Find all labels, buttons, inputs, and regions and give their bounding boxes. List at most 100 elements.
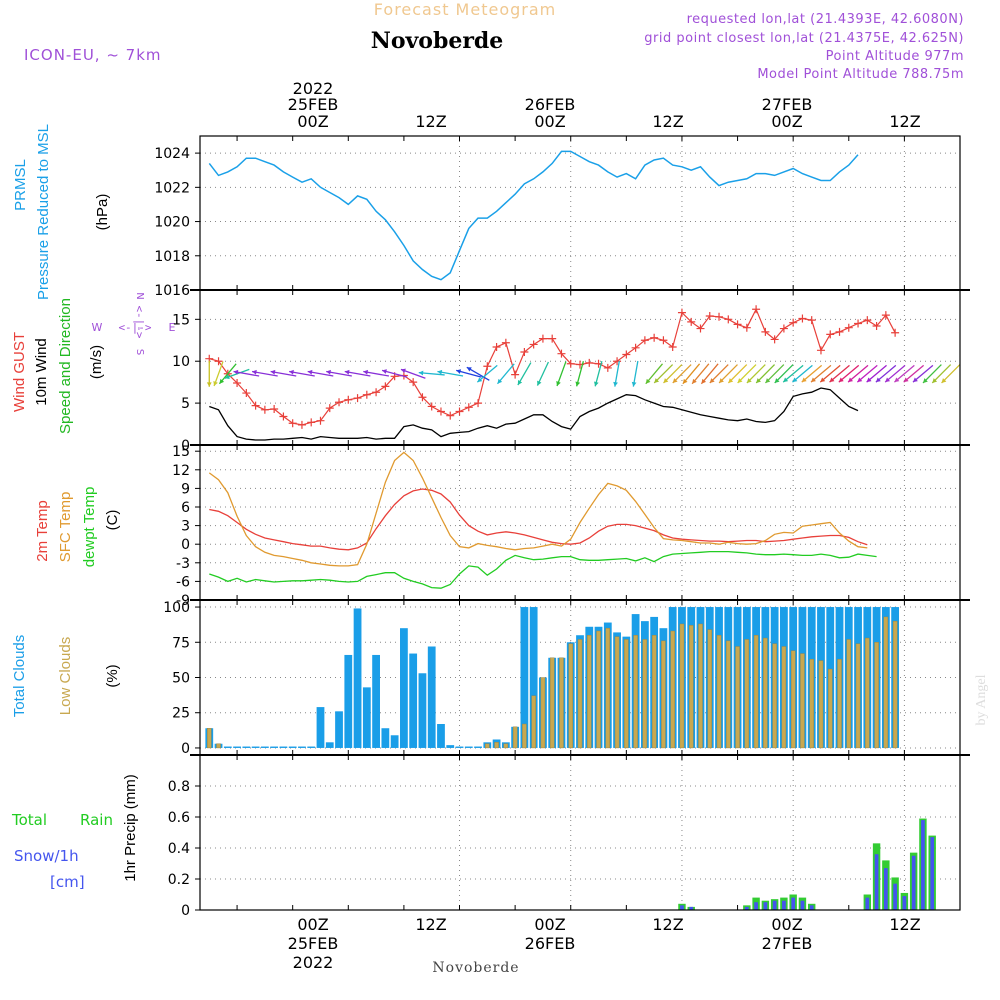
wind-arrow	[718, 364, 738, 384]
model-altitude: Model Point Altitude 788.75m	[757, 67, 964, 82]
gust-marker	[381, 382, 390, 391]
wind-arrow	[810, 364, 832, 383]
low-cloud-bar	[531, 695, 536, 749]
total-cloud-bar	[223, 746, 232, 748]
total-cloud-bar	[427, 646, 436, 748]
total-cloud-bar	[390, 735, 399, 748]
wind-arrow-head	[719, 378, 724, 383]
wind-arrow-head	[206, 382, 212, 387]
wind-arrow	[400, 368, 426, 379]
clouds-plot	[205, 607, 900, 749]
wind-arrow-head	[363, 369, 369, 375]
low-cloud-bar	[688, 625, 694, 749]
gust-marker	[668, 342, 677, 351]
wind-arrow-head	[692, 378, 697, 384]
low-cloud-bar	[735, 646, 740, 749]
low-cloud-bar	[772, 643, 777, 749]
gust-marker	[752, 305, 761, 314]
page-title: Novoberde	[371, 28, 504, 54]
wind-arrow	[363, 369, 390, 377]
gust-marker	[446, 411, 455, 420]
wind-arrow-head	[654, 378, 660, 383]
gust-marker	[677, 308, 686, 317]
gust-marker	[826, 330, 835, 339]
snow-bar	[809, 905, 814, 910]
low-cloud-bar	[577, 639, 583, 749]
gust-marker	[335, 398, 344, 407]
wind-arrow	[682, 363, 701, 385]
temperature-ytick-label-1: -6	[176, 574, 190, 590]
low-cloud-bar	[716, 635, 722, 749]
compass-cross-v: <-|->	[133, 305, 146, 338]
bottom-tick-1: 00Z	[297, 915, 328, 934]
snow-bar	[744, 906, 749, 910]
total-cloud-bar	[288, 746, 297, 748]
wind-plot	[205, 305, 960, 441]
low-cloud-bar	[846, 639, 852, 749]
wind-arrow	[496, 363, 515, 385]
gust-marker	[260, 405, 269, 414]
gust-marker	[566, 359, 575, 368]
total-cloud-bar	[307, 746, 316, 748]
wind-arrow	[709, 364, 729, 384]
low-cloud-bar	[642, 639, 648, 749]
wind-arrow-head	[885, 377, 891, 383]
wind-arrow-head	[456, 369, 462, 374]
wind-arrow	[903, 364, 925, 383]
temperature-ytick-label-2: -3	[176, 556, 190, 572]
wind-arrow	[556, 361, 567, 387]
wind-arrow-head	[663, 378, 669, 383]
wind-label-direction: Speed and Direction	[57, 298, 74, 434]
total-cloud-bar	[455, 746, 464, 748]
gust-marker	[270, 404, 279, 413]
panels-group: 1016 1018 1020 1022 1024 0 5 10 15 -9 -6 -3 0 3 6 9 12 15…	[154, 135, 970, 919]
low-cloud-bar	[633, 635, 638, 749]
total-cloud-bar	[298, 746, 306, 748]
precip-label-rain: Rain	[80, 811, 113, 829]
total-cloud-bar	[260, 746, 269, 748]
temperature-ytick-label-4: 3	[181, 519, 190, 535]
precip-ytick-label-4: 0.8	[168, 779, 190, 795]
wind-arrow-head	[224, 374, 230, 379]
wind-arrow	[289, 369, 315, 377]
temp-label-2m: 2m Temp	[34, 500, 51, 561]
wind-arrow	[792, 364, 813, 383]
gust-line	[209, 307, 896, 426]
wind-arrow	[691, 363, 710, 385]
wind-arrow-head	[307, 369, 313, 375]
low-cloud-bar	[670, 630, 675, 749]
wind-arrow-head	[941, 378, 947, 383]
snow-bar	[865, 897, 870, 910]
wind-arrow	[838, 364, 860, 383]
wind-arrow-head	[593, 381, 599, 387]
low-cloud-bar	[559, 657, 564, 749]
wind-arrow-head	[497, 378, 503, 384]
low-cloud-bar	[679, 623, 685, 749]
wind-arrow-head	[801, 377, 807, 383]
gust-marker	[835, 327, 844, 336]
gust-marker	[427, 402, 436, 411]
top-tick-2: 12Z	[415, 112, 446, 131]
wind-arrow	[536, 361, 550, 386]
low-cloud-bar	[651, 635, 657, 749]
wind-arrow	[456, 369, 482, 378]
low-cloud-bar	[614, 636, 620, 749]
wind-arrow	[884, 364, 906, 383]
precip-frame	[199, 754, 961, 911]
total-cloud-bar	[446, 745, 455, 748]
low-cloud-bar	[781, 646, 787, 749]
gust-marker	[242, 389, 251, 398]
wind-arrow-head	[820, 377, 826, 383]
low-cloud-bar	[837, 658, 842, 749]
snow-bar	[902, 896, 907, 910]
wind-arrow	[381, 369, 408, 378]
wind-arrow	[593, 361, 603, 387]
pressure-ytick-label-2: 1020	[154, 215, 190, 231]
wind-arrow	[737, 364, 757, 384]
wind-label-gust: Wind GUST	[11, 332, 28, 412]
wind-arrow-head	[575, 381, 581, 387]
snow-bar	[884, 868, 888, 910]
top-tick-5: 00Z	[771, 112, 802, 131]
snow-bar	[874, 854, 879, 910]
